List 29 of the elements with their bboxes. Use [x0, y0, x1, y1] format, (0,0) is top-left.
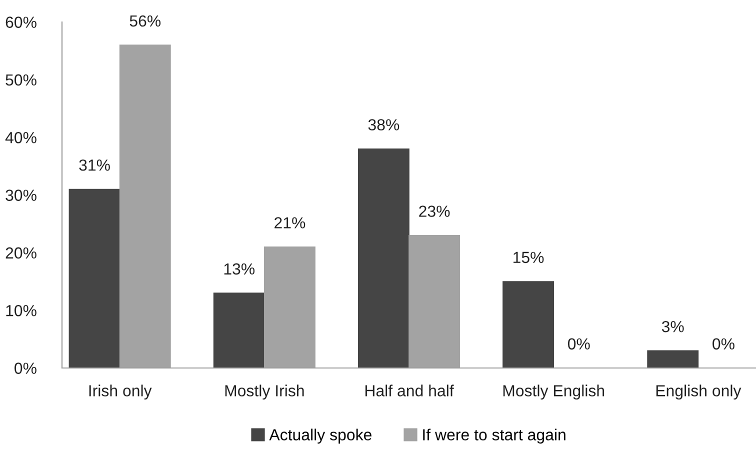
x-tick-label: Irish only	[89, 384, 152, 400]
y-tick-label: 0%	[14, 362, 36, 374]
x-tick-label: English only	[656, 384, 742, 400]
data-label: 21%	[274, 217, 306, 228]
data-label: 38%	[368, 119, 400, 130]
data-label: 13%	[224, 263, 255, 275]
data-label: 0%	[712, 338, 734, 350]
data-label: 3%	[662, 320, 684, 332]
data-label: 15%	[514, 252, 544, 264]
bar	[358, 148, 410, 368]
y-tick-label: 20%	[6, 247, 36, 259]
y-tick-label: 10%	[6, 304, 36, 316]
data-label: 56%	[130, 15, 161, 27]
bar	[68, 188, 120, 368]
data-label: 23%	[419, 206, 450, 217]
data-label: 31%	[79, 159, 110, 171]
data-label: 0%	[568, 338, 590, 350]
x-tick-label: Mostly English	[503, 384, 604, 400]
y-tick-label: 30%	[6, 190, 36, 201]
legend-label: Actually spoke	[269, 428, 372, 444]
legend-label: If were to start again	[423, 428, 566, 444]
bar	[213, 292, 265, 368]
y-tick-label: 40%	[5, 132, 36, 144]
x-tick-label: Mostly Irish	[225, 384, 304, 400]
y-tick-label: 50%	[6, 74, 36, 86]
y-tick-label: 60%	[6, 16, 36, 28]
bar	[502, 281, 554, 368]
x-tick-label: Half and half	[365, 384, 454, 396]
bar	[647, 350, 699, 368]
